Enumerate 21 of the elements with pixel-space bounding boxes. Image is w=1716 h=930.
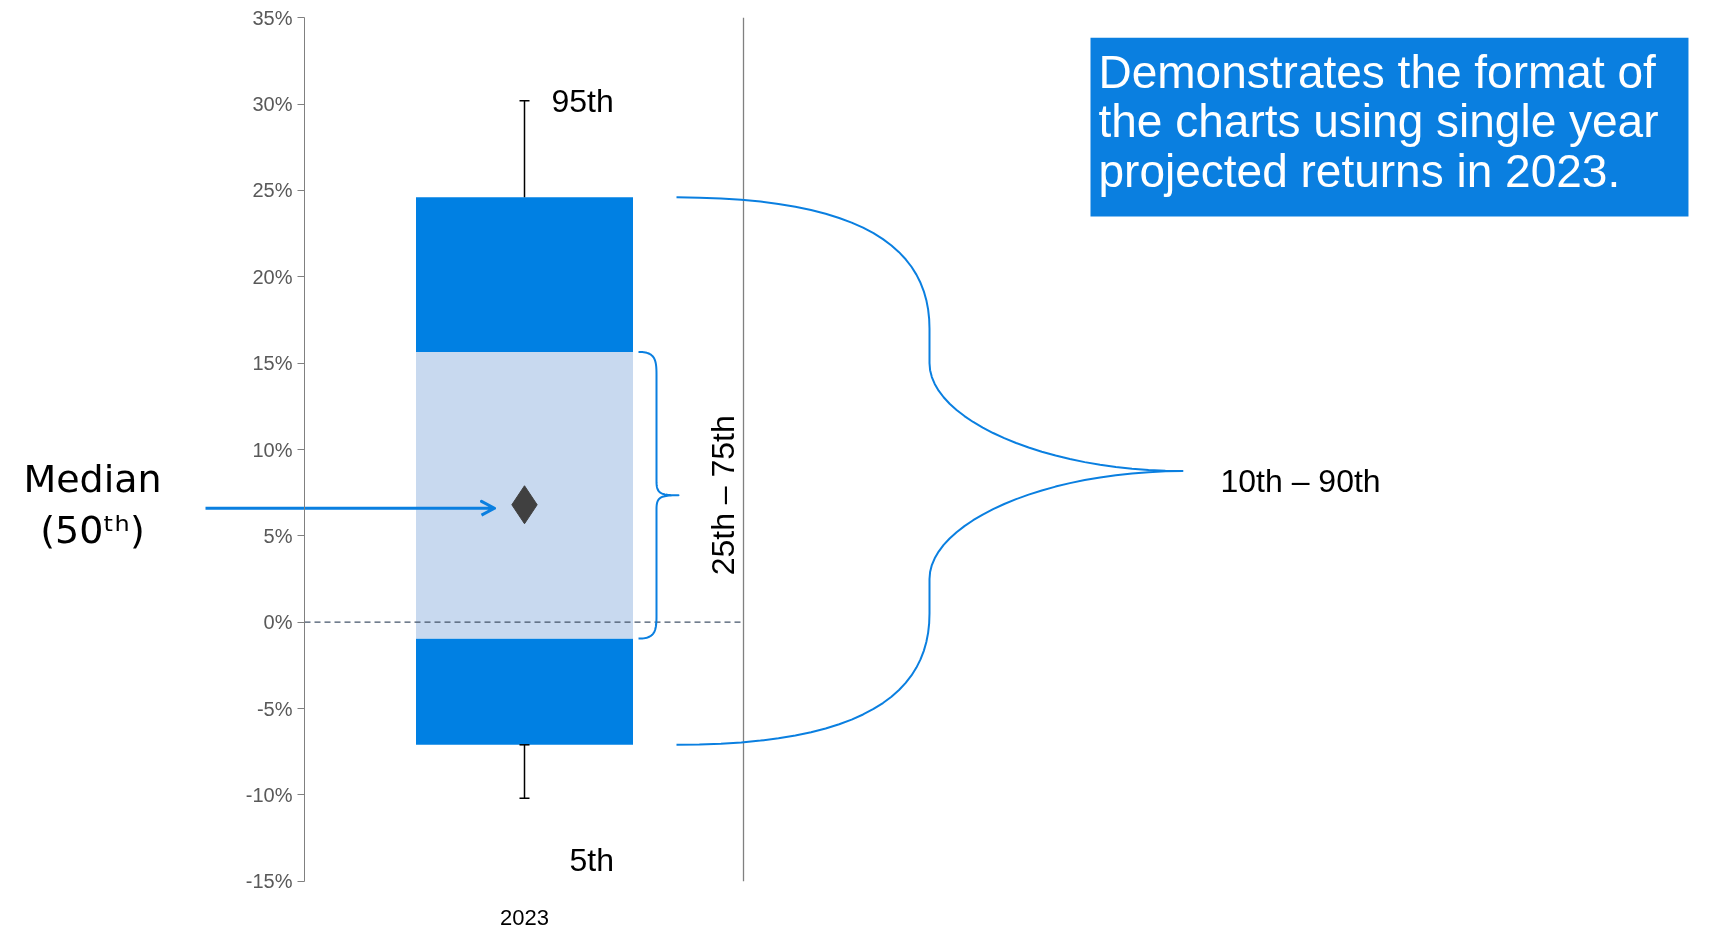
- annotation: 5th: [569, 842, 614, 879]
- text: Demonstrates the format of the charts using single year projected returns in 2023.: [1098, 45, 1659, 197]
- y-tick-label: 25%: [252, 179, 293, 202]
- bar: [416, 197, 633, 352]
- bar: [416, 638, 633, 745]
- y-tick-label: 5%: [263, 524, 293, 547]
- y-tick-label: 35%: [252, 6, 293, 29]
- y-tick-label: -10%: [245, 783, 293, 806]
- bar: [416, 351, 633, 639]
- y-tick-label: 0%: [263, 611, 293, 634]
- text: Median (50ᵗʰ): [23, 457, 162, 553]
- y-tick-label: -5%: [256, 697, 293, 720]
- y-tick-label: 20%: [252, 265, 293, 288]
- y-tick-label: 10%: [252, 438, 293, 461]
- text: 10th – 90th: [1220, 463, 1381, 500]
- text: 25th – 75th: [704, 415, 741, 576]
- y-tick-label: 15%: [252, 352, 293, 375]
- y-tick-label: -15%: [245, 870, 293, 893]
- annotation: 95th: [551, 82, 614, 119]
- y-tick-label: 30%: [252, 93, 293, 116]
- x-tick-label: 2023: [500, 904, 549, 930]
